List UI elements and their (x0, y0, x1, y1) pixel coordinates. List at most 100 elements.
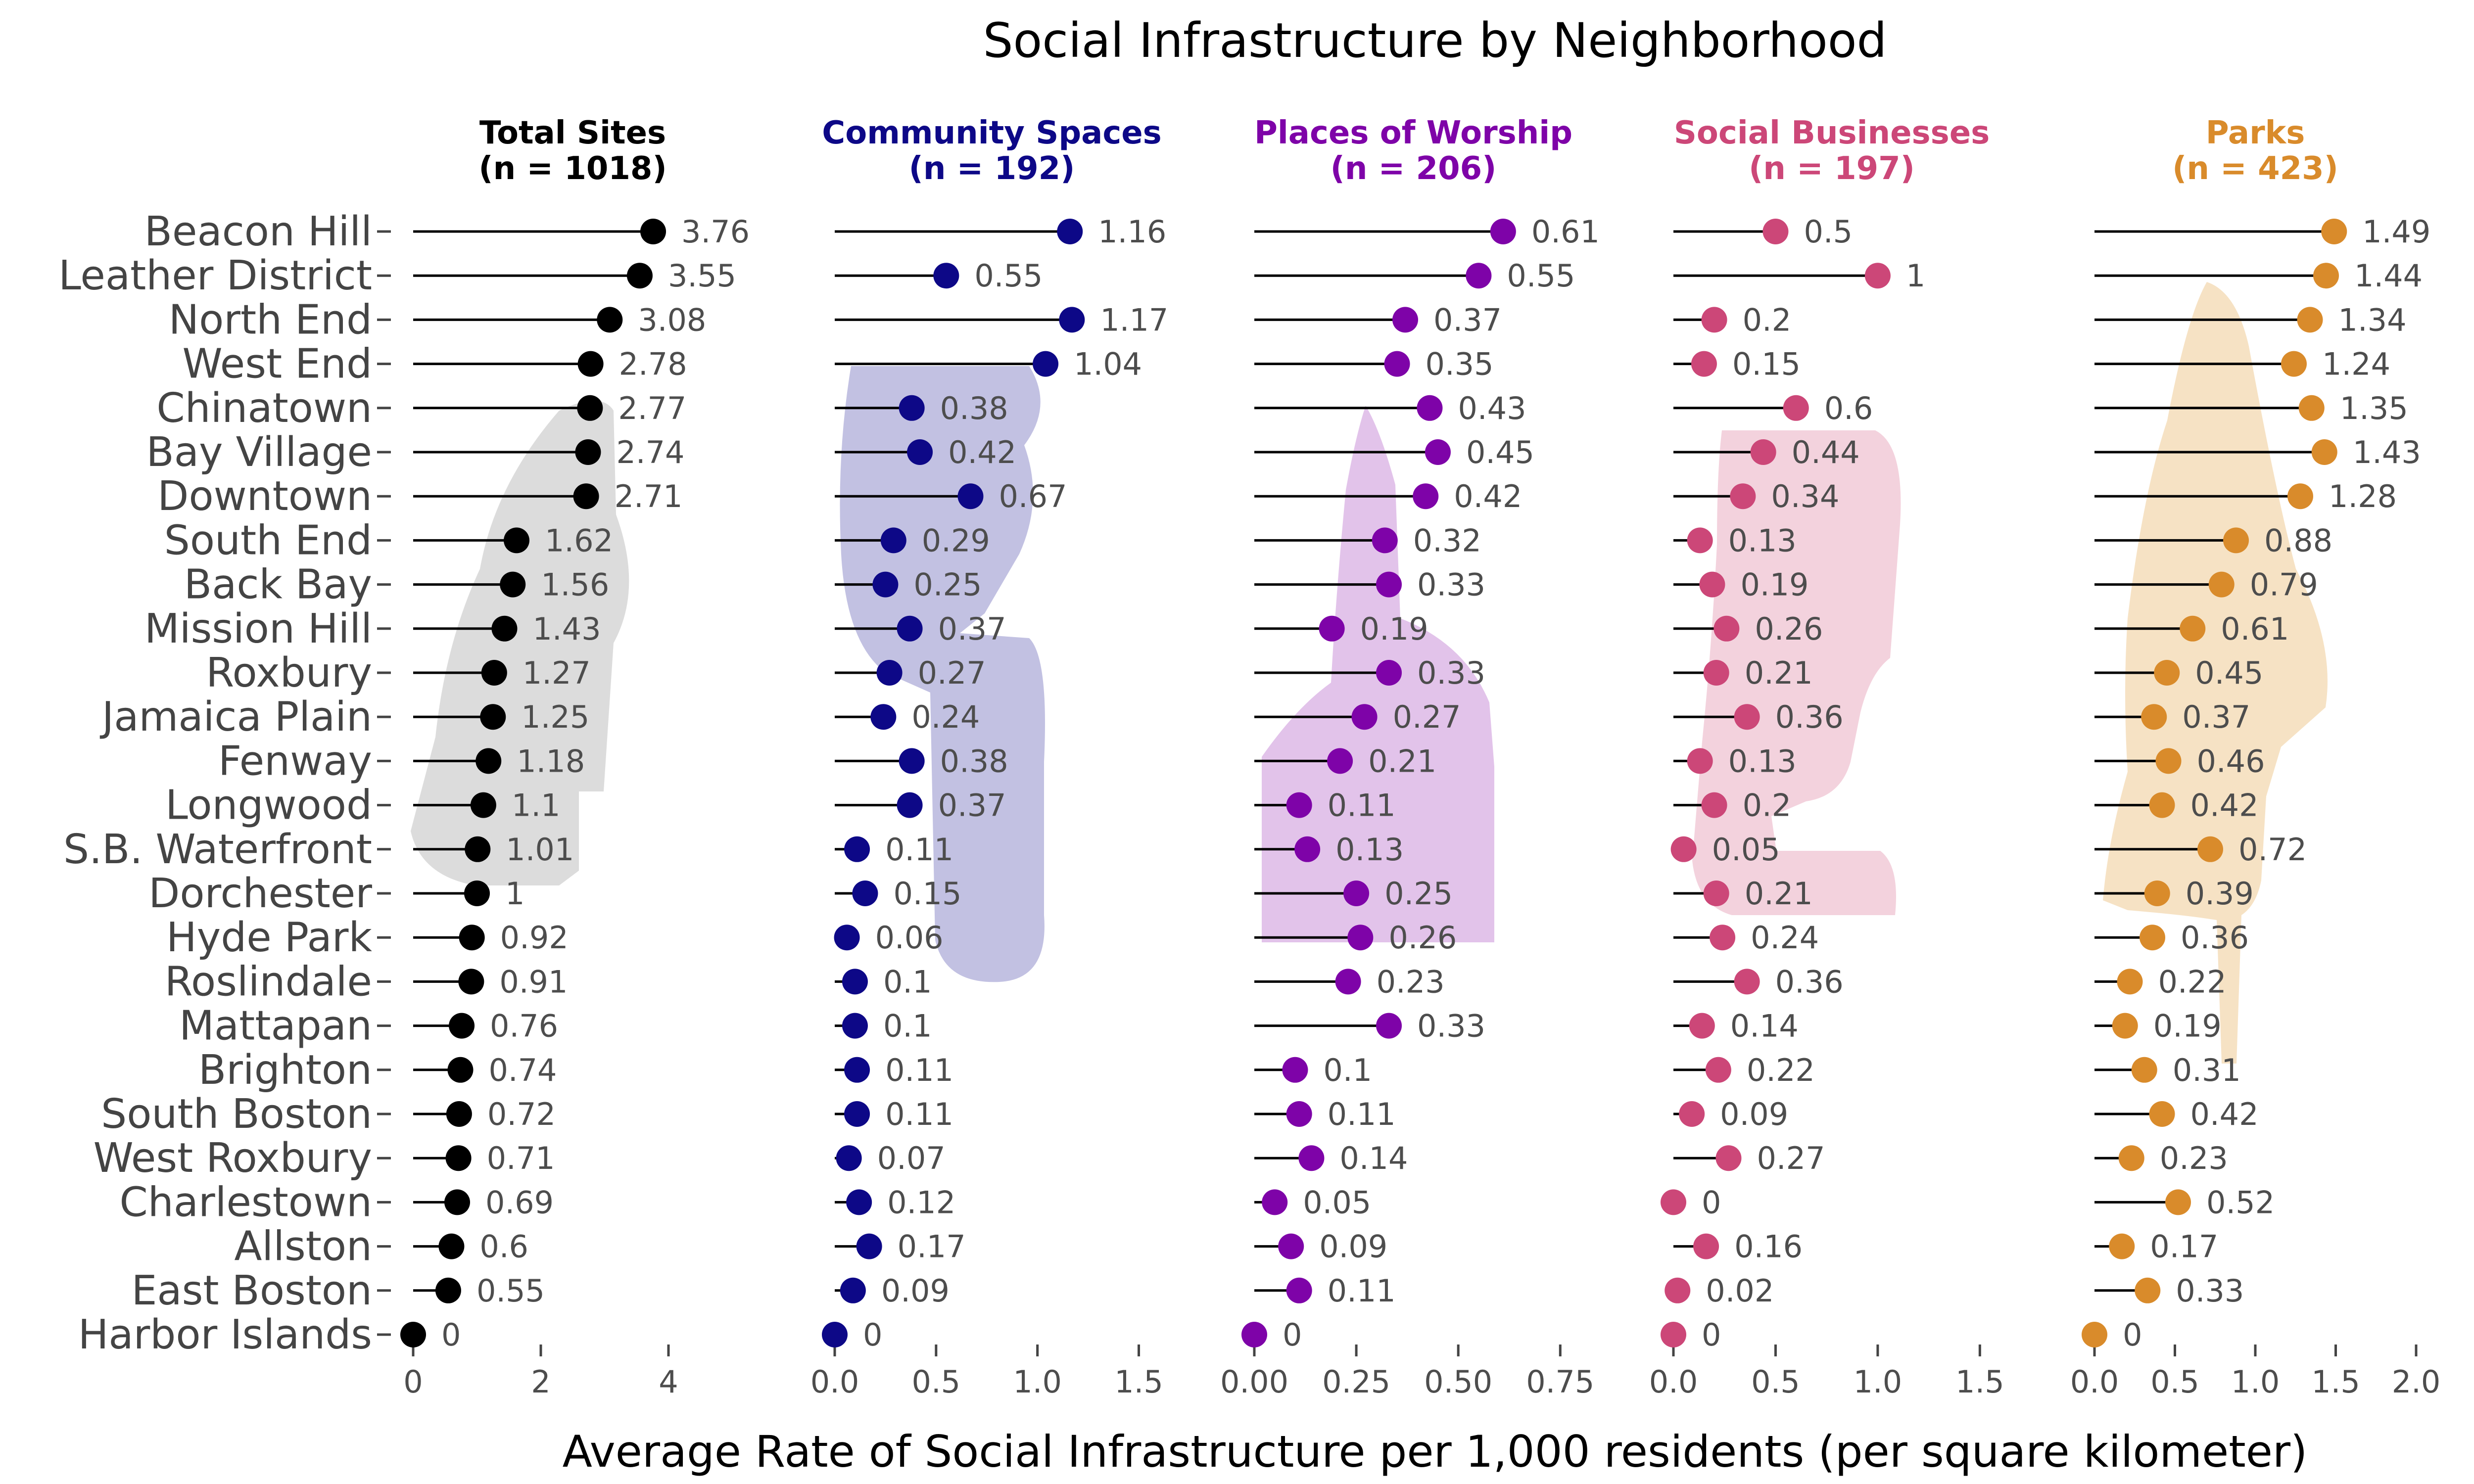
lollipop-dot (897, 792, 923, 818)
value-label: 3.55 (668, 258, 736, 294)
value-label: 0.33 (1417, 567, 1485, 603)
x-tick-label: 2 (531, 1364, 550, 1400)
lollipop-dot (1278, 1233, 1304, 1259)
silhouette-total (411, 401, 629, 885)
lollipop-dot (1372, 527, 1398, 554)
lollipop-dot (842, 1013, 868, 1039)
value-label: 0.37 (938, 611, 1006, 647)
value-label: 0.06 (875, 920, 944, 956)
value-label: 0.11 (885, 832, 953, 868)
panel-n-label: (n = 197) (1749, 150, 1915, 187)
value-label: 0.11 (1328, 788, 1396, 824)
lollipop-dot (870, 704, 897, 730)
value-label: 0.25 (1384, 876, 1453, 912)
lollipop-dot (2112, 1013, 2138, 1039)
lollipop-dot (640, 219, 666, 244)
lollipop-dot (876, 660, 903, 686)
lollipop-dot (836, 1145, 862, 1171)
value-label: 0.46 (2197, 743, 2265, 779)
lollipop-dot (444, 1189, 471, 1215)
silhouette-community (840, 366, 1045, 982)
value-label: 0.15 (1732, 346, 1801, 382)
lollipop-dot (1413, 483, 1439, 510)
lollipop-dot (1033, 351, 1059, 377)
value-label: 0.17 (2150, 1229, 2218, 1265)
lollipop-dot (1661, 1189, 1686, 1215)
lollipop-dot (481, 660, 507, 686)
value-label: 0.44 (1792, 434, 1860, 470)
value-label: 0.11 (885, 1052, 953, 1088)
x-tick-label: 1.5 (1955, 1364, 2004, 1400)
lollipop-dot (1351, 704, 1378, 730)
value-label: 0.1 (1323, 1052, 1372, 1088)
lollipop-dot (1715, 1145, 1742, 1171)
lollipop-dot (846, 1189, 872, 1215)
lollipop-dot (1730, 483, 1756, 510)
value-label: 0.1 (883, 964, 932, 1000)
lollipop-dot (1262, 1189, 1288, 1215)
value-label: 0.37 (2182, 699, 2250, 735)
chart-title: Social Infrastructure by Neighborhood (983, 13, 1887, 68)
x-tick-label: 1.5 (1114, 1364, 1163, 1400)
value-label: 0 (1702, 1317, 1721, 1353)
lollipop-dot (2298, 395, 2325, 421)
lollipop-dot (1783, 395, 1809, 421)
row-label: Beacon Hill (144, 208, 372, 255)
lollipop-dot (1679, 1101, 1705, 1127)
lollipop-dot (1294, 836, 1321, 862)
value-label: 1.18 (517, 743, 585, 779)
lollipop-dot (822, 1322, 848, 1347)
value-label: 0.27 (1757, 1140, 1825, 1176)
value-label: 2.71 (615, 478, 683, 514)
lollipop-dot (1490, 219, 1516, 244)
value-label: 0.09 (1720, 1096, 1788, 1132)
value-label: 0.1 (883, 1008, 932, 1044)
lollipop-dot (464, 881, 490, 906)
value-label: 0.74 (488, 1052, 557, 1088)
value-label: 0.27 (1393, 699, 1461, 735)
lollipop-dot (1705, 1057, 1731, 1083)
value-label: 0.33 (2176, 1273, 2244, 1309)
value-label: 0.27 (918, 655, 986, 691)
value-label: 1.43 (2353, 434, 2421, 470)
value-label: 3.08 (638, 302, 706, 338)
row-label: North End (169, 296, 372, 343)
lollipop-dot (1691, 351, 1717, 377)
lollipop-dot (2140, 925, 2165, 951)
value-label: 0.36 (1775, 699, 1844, 735)
value-label: 0.19 (1360, 611, 1428, 647)
row-label: West End (183, 341, 373, 388)
value-label: 0.6 (479, 1229, 528, 1265)
x-tick-label: 0.25 (1322, 1364, 1390, 1400)
lollipop-dot (480, 704, 506, 730)
value-label: 0.45 (1466, 434, 1534, 470)
lollipop-dot (1286, 792, 1312, 818)
value-label: 0.2 (1743, 302, 1792, 338)
lollipop-dot (459, 925, 485, 951)
lollipop-dot (400, 1322, 426, 1347)
lollipop-dot (2144, 881, 2170, 906)
value-label: 0 (1702, 1184, 1721, 1220)
lollipop-dot (933, 263, 959, 289)
lollipop-dot (445, 1145, 472, 1171)
panel: Parks(n = 423) 0.0 0.5 1.0 1.5 2.0 1.49 1.44 1.3… (2070, 115, 2441, 1400)
lollipop-dot (1376, 660, 1402, 686)
value-label: 0.43 (1458, 390, 1526, 426)
row-label: Brighton (198, 1047, 372, 1094)
lollipop-dot (1750, 439, 1776, 465)
lollipop-dot (2155, 748, 2182, 774)
panel-n-label: (n = 423) (2172, 150, 2338, 187)
value-label: 0.71 (487, 1140, 555, 1176)
row-label: Roxbury (206, 649, 372, 696)
value-label: 0.15 (893, 876, 961, 912)
value-label: 0.05 (1712, 832, 1780, 868)
lollipop-dot (2117, 969, 2143, 995)
lollipop-dot (577, 351, 604, 377)
lollipop-dot (1734, 969, 1760, 995)
value-label: 1.16 (1098, 214, 1166, 250)
lollipop-dot (1384, 351, 1410, 377)
lollipop-dot (840, 1277, 866, 1303)
value-label: 0.42 (2190, 1096, 2259, 1132)
lollipop-dot (907, 439, 933, 465)
